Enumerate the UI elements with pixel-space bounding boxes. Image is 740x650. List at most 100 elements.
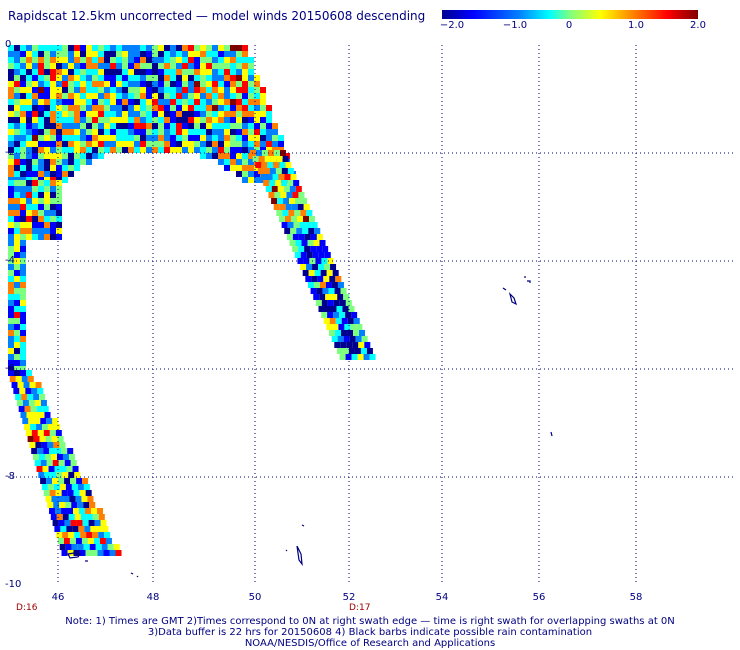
swath-cell — [23, 382, 30, 388]
swath-cell — [44, 216, 50, 222]
swath-cell — [98, 117, 104, 123]
swath-cell — [8, 165, 14, 171]
swath-cell — [62, 135, 68, 141]
swath-cell — [20, 216, 26, 222]
swath-cell — [38, 57, 44, 63]
swath-cell — [14, 234, 20, 240]
swath-cell — [37, 430, 44, 436]
swath-cell — [76, 520, 83, 526]
swath-cell — [86, 141, 92, 147]
swath-cell — [334, 288, 341, 294]
swath-cell — [128, 117, 134, 123]
swath-cell — [73, 508, 80, 514]
swath-cell — [14, 135, 20, 141]
swath-cell — [152, 69, 158, 75]
swath-cell — [369, 354, 376, 360]
swath-cell — [236, 81, 242, 87]
swath-cell — [44, 204, 50, 210]
swath-cell — [170, 45, 176, 51]
swath-cell — [248, 93, 254, 99]
swath-cell — [57, 436, 64, 442]
swath-cell — [8, 370, 14, 376]
swath-cell — [360, 348, 367, 354]
swath-cell — [8, 93, 14, 99]
swath-cell — [236, 153, 242, 159]
swath-cell — [71, 544, 78, 550]
swath-cell — [265, 186, 272, 192]
swath-cell — [56, 234, 62, 240]
swath-cell — [20, 159, 26, 165]
swath-cell — [206, 129, 212, 135]
swath-cell — [236, 69, 242, 75]
swath-cell — [326, 270, 333, 276]
swath-cell — [14, 57, 20, 63]
swath-cell — [104, 45, 110, 51]
swath-cell — [104, 117, 110, 123]
swath-cell — [347, 330, 354, 336]
swath-cell — [164, 123, 170, 129]
swath-cell — [76, 478, 83, 484]
swath-cell — [32, 63, 38, 69]
swath-cell — [50, 234, 56, 240]
swath-cell — [59, 442, 66, 448]
swath-cell — [325, 294, 332, 300]
swath-cell — [14, 153, 20, 159]
swath-cell — [55, 448, 62, 454]
swath-cell — [260, 87, 266, 93]
swath-cell — [44, 222, 50, 228]
swath-cell — [91, 550, 98, 556]
swath-cell — [50, 141, 56, 147]
swath-cell — [351, 354, 358, 360]
swath-cell — [68, 57, 74, 63]
swath-cell — [80, 141, 86, 147]
swath-cell — [86, 51, 92, 57]
swath-cell — [50, 165, 56, 171]
swath-cell — [56, 532, 63, 538]
swath-cell — [14, 123, 20, 129]
swath-cell — [314, 228, 321, 234]
swath-cell — [68, 81, 74, 87]
swath-cell — [294, 210, 301, 216]
swath-cell — [230, 159, 236, 165]
swath-cell — [37, 388, 44, 394]
swath-cell — [146, 51, 152, 57]
swath-cell — [224, 141, 230, 147]
swath-cell — [62, 117, 68, 123]
swath-cell — [278, 174, 285, 180]
swath-cell — [32, 111, 38, 117]
swath-cell — [50, 472, 57, 478]
swath-cell — [254, 99, 260, 105]
swath-cell — [242, 117, 248, 123]
swath-cell — [8, 348, 14, 354]
swath-cell — [182, 129, 188, 135]
swath-cell — [182, 69, 188, 75]
swath-cell — [32, 171, 38, 177]
swath-cell — [56, 57, 62, 63]
swath-cell — [8, 81, 14, 87]
colorbar — [442, 10, 698, 19]
swath-cell — [8, 153, 14, 159]
swath-cell — [8, 264, 14, 270]
swath-cell — [323, 318, 330, 324]
swath-cell — [20, 222, 26, 228]
colorbar-tick-label: 2.0 — [690, 20, 706, 31]
swath-cell — [26, 129, 32, 135]
swath-cell — [8, 252, 14, 258]
swath-cell — [38, 222, 44, 228]
swath-cell — [236, 75, 242, 81]
swath-cell — [212, 123, 218, 129]
swath-cell — [340, 342, 347, 348]
swath-cell — [260, 105, 266, 111]
swath-cell — [74, 105, 80, 111]
swath-cell — [140, 69, 146, 75]
swath-cell — [38, 204, 44, 210]
swath-cell — [56, 45, 62, 51]
swath-cell — [50, 198, 56, 204]
swath-cell — [266, 174, 273, 180]
swath-cell — [62, 99, 68, 105]
swath-cell — [236, 87, 242, 93]
swath-cell — [170, 135, 176, 141]
swath-cell — [14, 204, 20, 210]
swath-cell — [152, 141, 158, 147]
swath-cell — [340, 288, 347, 294]
